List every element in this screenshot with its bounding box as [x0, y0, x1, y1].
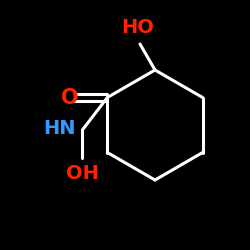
Text: O: O — [60, 88, 78, 108]
Text: HN: HN — [44, 119, 76, 138]
Text: HO: HO — [121, 18, 154, 37]
Text: OH: OH — [66, 164, 99, 183]
